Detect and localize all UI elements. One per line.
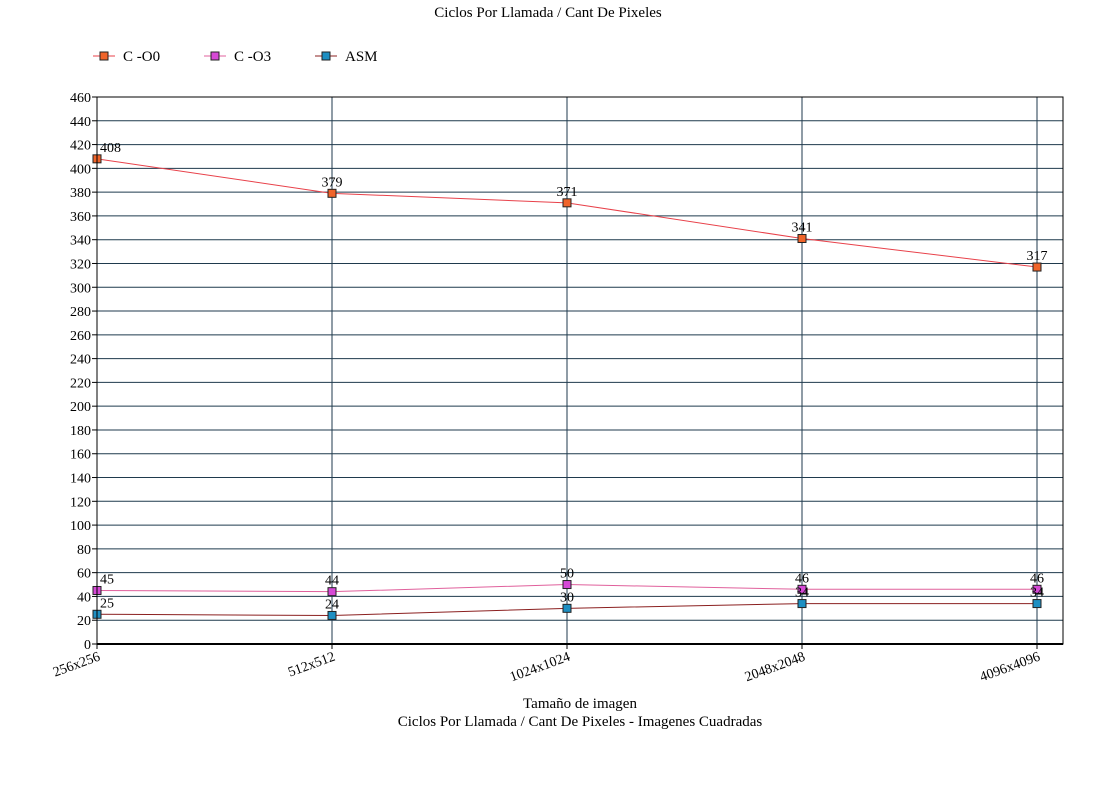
y-tick-label: 380	[70, 186, 91, 201]
y-tick-label: 180	[70, 424, 91, 439]
y-tick-label: 120	[70, 495, 91, 510]
data-point	[327, 610, 337, 620]
data-label: 341	[792, 221, 813, 236]
legend-marker	[321, 51, 331, 61]
y-tick-label: 280	[70, 305, 91, 320]
data-label: 50	[560, 567, 574, 582]
data-label: 371	[557, 185, 578, 200]
series-2: 25 24 30 34 34	[92, 586, 1044, 620]
data-label: 25	[100, 596, 114, 611]
data-label: 46	[1030, 571, 1044, 586]
series-layer: 408 379 371 341 317 45 44 50 46 46 25 24 30 34 34	[92, 141, 1048, 620]
chart-title: Ciclos Por Llamada / Cant De Pixeles	[434, 5, 662, 21]
data-label: 45	[100, 572, 114, 587]
data-point	[1032, 599, 1042, 609]
data-label: 46	[795, 571, 809, 586]
legend: C -O0 C -O3 ASM	[93, 49, 378, 65]
y-tick-label: 140	[70, 472, 91, 487]
data-label: 379	[322, 175, 343, 190]
data-point	[562, 603, 572, 613]
y-tick-label: 360	[70, 210, 91, 225]
data-label: 34	[795, 586, 809, 601]
y-tick-label: 260	[70, 329, 91, 344]
y-tick-label: 0	[84, 638, 91, 653]
x-tick-label: 2048x2048	[743, 650, 807, 686]
legend-item: C -O3	[204, 49, 271, 65]
grid	[96, 96, 1063, 645]
axes: 0 20 40 60 80 100 120 140 160 180 200 220 240 260 280 3…	[51, 91, 1064, 686]
data-point	[797, 599, 807, 609]
y-tick-label: 400	[70, 162, 91, 177]
series-0: 408 379 371 341 317	[92, 141, 1048, 272]
plot-area	[97, 97, 1063, 644]
chart-subtitle: Ciclos Por Llamada / Cant De Pixeles - I…	[398, 714, 763, 730]
y-tick-label: 40	[77, 590, 91, 605]
data-point	[327, 188, 337, 198]
y-tick-label: 160	[70, 448, 91, 463]
y-tick-label: 300	[70, 281, 91, 296]
legend-item: ASM	[315, 49, 378, 65]
y-tick-label: 200	[70, 400, 91, 415]
data-point	[562, 580, 572, 590]
legend-label: C -O3	[234, 49, 271, 65]
data-label: 24	[325, 597, 339, 612]
data-point	[327, 587, 337, 597]
y-tick-label: 340	[70, 234, 91, 249]
legend-marker	[210, 51, 220, 61]
y-tick-label: 460	[70, 91, 91, 106]
data-label: 44	[325, 574, 339, 589]
legend-item: C -O0	[93, 49, 160, 65]
x-tick-label: 512x512	[286, 650, 337, 681]
series-1: 45 44 50 46 46	[92, 567, 1044, 597]
y-tick-label: 100	[70, 519, 91, 534]
y-tick-label: 20	[77, 614, 91, 629]
data-label: 317	[1027, 249, 1048, 264]
data-label: 34	[1030, 586, 1044, 601]
y-tick-label: 80	[77, 543, 91, 558]
x-tick-label: 256x256	[51, 650, 102, 681]
y-tick-label: 60	[77, 567, 91, 582]
legend-marker	[99, 51, 109, 61]
data-point	[1032, 584, 1042, 594]
legend-label: ASM	[345, 49, 378, 65]
x-axis-label: Tamaño de imagen	[523, 696, 637, 712]
data-point	[1032, 262, 1042, 272]
legend-label: C -O0	[123, 49, 160, 65]
data-label: 30	[560, 590, 574, 605]
x-tick-label: 4096x4096	[978, 650, 1042, 686]
data-point	[797, 234, 807, 244]
y-tick-label: 240	[70, 353, 91, 368]
x-tick-label: 1024x1024	[508, 650, 572, 686]
data-point	[797, 584, 807, 594]
y-tick-label: 420	[70, 139, 91, 154]
y-tick-label: 220	[70, 376, 91, 391]
data-point	[562, 198, 572, 208]
y-tick-label: 320	[70, 257, 91, 272]
y-tick-label: 440	[70, 115, 91, 130]
data-label: 408	[100, 141, 121, 156]
